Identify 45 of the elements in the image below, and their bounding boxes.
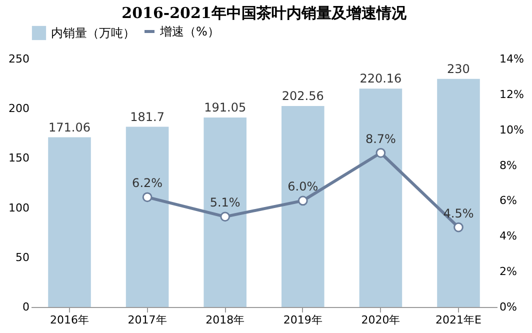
y-tick-label: 0	[22, 300, 30, 314]
y-tick-label: 150	[8, 152, 30, 165]
data-label: 5.1%	[210, 196, 240, 210]
bar	[204, 117, 246, 307]
y2-tick-label: 2%	[500, 265, 517, 278]
x-tick-label: 2021年E	[436, 314, 482, 326]
y2-tick-label: 14%	[500, 52, 524, 66]
bar	[437, 78, 480, 307]
point	[220, 212, 230, 222]
x-tick-label: 2016年	[50, 314, 90, 326]
y2-tick-label: 0%	[500, 300, 517, 314]
data-label: 230	[447, 62, 470, 76]
point	[376, 148, 386, 158]
point	[298, 196, 308, 206]
data-label: 8.7%	[365, 132, 396, 146]
y-tick-label: 50	[16, 250, 30, 264]
y-tick-label: 100	[8, 201, 30, 214]
y2-tick-label: 10%	[500, 123, 524, 136]
y-tick-label: 250	[8, 52, 30, 66]
y2-tick-label: 4%	[500, 230, 517, 243]
x-tick-label: 2018年	[206, 314, 245, 326]
y2-tick-label: 12%	[500, 88, 524, 101]
x-tick-label: 2017年	[128, 314, 167, 326]
bar	[48, 137, 91, 307]
legend-label: 增速（%）	[159, 24, 220, 38]
data-label: 191.05	[204, 100, 246, 114]
bar	[282, 106, 324, 307]
bar	[359, 88, 402, 307]
point	[142, 192, 152, 202]
y2-tick-label: 6%	[500, 194, 517, 208]
data-label: 6.2%	[132, 176, 163, 190]
data-label: 171.06	[48, 120, 91, 134]
chart-title: 2016-2021年中国茶叶内销量及增速情况	[122, 4, 408, 22]
x-tick-label: 2019年	[283, 314, 322, 326]
data-label: 220.16	[360, 72, 402, 86]
legend-label: 内销量（万吨）	[51, 26, 135, 40]
y2-tick-label: 8%	[500, 158, 517, 172]
y-tick-label: 200	[8, 102, 30, 116]
bar	[126, 126, 169, 307]
data-label: 6.0%	[288, 180, 318, 194]
data-label: 4.5%	[443, 206, 474, 220]
data-label: 181.7	[130, 110, 164, 124]
x-tick-label: 2020年	[361, 314, 400, 326]
point	[454, 222, 464, 232]
data-label: 202.56	[282, 89, 324, 104]
